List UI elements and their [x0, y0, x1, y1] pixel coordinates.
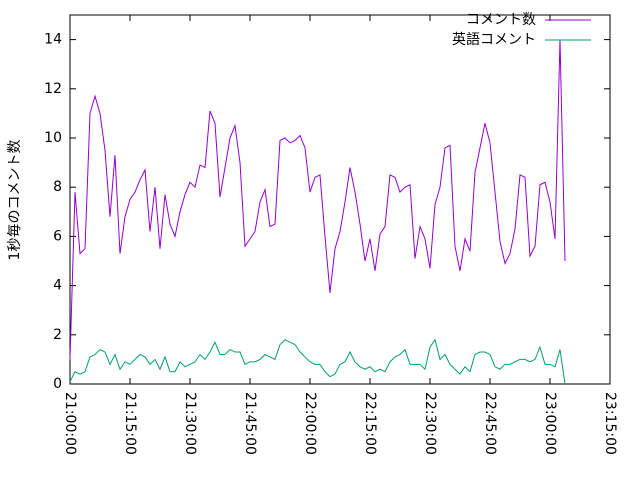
y-tick-label: 0	[53, 376, 62, 392]
y-tick-label: 14	[44, 32, 62, 48]
legend-label: 英語コメント	[452, 31, 536, 48]
x-tick-label: 21:30:00	[182, 392, 198, 455]
x-tick-label: 22:00:00	[302, 392, 318, 455]
x-tick-label: 21:45:00	[242, 392, 258, 455]
y-tick-label: 8	[53, 179, 62, 195]
y-axis-label: 1秒毎のコメント数	[7, 140, 23, 261]
plot-frame	[69, 14, 611, 385]
y-tick-label: 4	[53, 278, 62, 294]
x-tick-label: 22:15:00	[362, 392, 378, 455]
y-tick-label: 12	[44, 81, 62, 97]
y-tick-label: 10	[44, 130, 62, 146]
x-tick-label: 21:00:00	[62, 392, 78, 455]
y-tick-label: 2	[53, 327, 62, 343]
x-tick-label: 23:15:00	[602, 392, 618, 455]
x-tick-label: 22:30:00	[422, 392, 438, 455]
series-line	[69, 39, 566, 360]
x-tick-label: 22:45:00	[482, 392, 498, 455]
series-line	[69, 338, 566, 385]
x-tick-label: 23:00:00	[542, 392, 558, 455]
x-tick-label: 21:15:00	[122, 392, 138, 455]
legend-label: コメント数	[466, 12, 536, 28]
y-tick-label: 6	[53, 228, 62, 244]
